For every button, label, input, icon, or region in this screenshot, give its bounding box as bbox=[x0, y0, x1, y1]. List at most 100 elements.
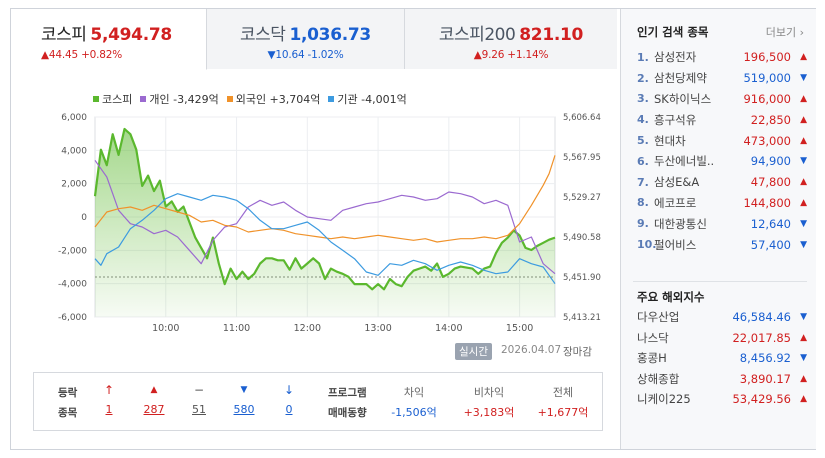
program-caption: 프로그램 bbox=[328, 387, 367, 399]
y-right-tick-label: 5,567.95 bbox=[563, 153, 601, 163]
program-non-arbitrage: 비차익 +3,183억 bbox=[456, 384, 522, 420]
program-caption: 매매동향 bbox=[328, 407, 367, 419]
index-name: 나스닥 bbox=[637, 330, 669, 345]
legend-item-individual[interactable]: 개인 -3,429억 bbox=[140, 91, 219, 107]
world-index-list: 다우산업 46,584.46 ▼ 나스닥 22,017.85 ▲ 홍콩H 8,456.92 ▼ 상… bbox=[637, 307, 807, 410]
rank-number: 5. bbox=[637, 134, 649, 148]
program-value: +1,677억 bbox=[537, 406, 589, 419]
y-left-tick-label: -2,000 bbox=[58, 246, 87, 256]
index-value: 8,456.92 bbox=[739, 351, 791, 366]
tab-kospi200[interactable]: 코스피200 821.10 ▲9.26 +1.14% bbox=[405, 9, 617, 69]
tab-kospi[interactable]: 코스피 5,494.78 ▲44.45 +0.82% bbox=[11, 9, 207, 70]
kospi-area-fill bbox=[95, 129, 555, 317]
world-index-row[interactable]: 다우산업 46,584.46 ▼ bbox=[637, 307, 807, 328]
realtime-badge: 실시간 bbox=[455, 343, 492, 360]
y-left-tick-label: 0 bbox=[81, 213, 87, 223]
legend-label: 외국인 +3,704억 bbox=[235, 93, 321, 106]
y-left-tick-label: 6,000 bbox=[61, 113, 87, 123]
rank-number: 3. bbox=[637, 92, 649, 106]
popular-stock-row[interactable]: 10. 펄어비스 57,400 ▼ bbox=[637, 234, 807, 255]
world-index-row[interactable]: 홍콩H 8,456.92 ▼ bbox=[637, 348, 807, 369]
stock-name: 두산에너빌.. bbox=[654, 154, 715, 169]
series-line-개인 bbox=[94, 159, 556, 275]
popular-stock-row[interactable]: 8. 에코프로 144,800 ▲ bbox=[637, 193, 807, 214]
index-name: 다우산업 bbox=[637, 310, 680, 325]
world-index-row[interactable]: 니케이225 53,429.56 ▲ bbox=[637, 389, 807, 410]
market-breadth-box: 등락 종목 ↑ 1 ▲ 287 − 51 ▼ 580 ↓ 0 프로그램 매매동향… bbox=[33, 372, 603, 431]
world-index-row[interactable]: 나스닥 22,017.85 ▲ bbox=[637, 328, 807, 349]
lower-limit-arrow-icon: ↓ bbox=[283, 383, 295, 397]
breadth-lower-limit[interactable]: ↓ 0 bbox=[276, 383, 302, 416]
y-left-tick-label: 2,000 bbox=[61, 180, 87, 190]
index-name: 니케이225 bbox=[637, 392, 691, 407]
legend-item-foreign[interactable]: 외국인 +3,704억 bbox=[226, 91, 321, 107]
tab-kosdaq[interactable]: 코스닥 1,036.73 ▼10.64 -1.02% bbox=[207, 9, 405, 69]
x-tick-label: 14:00 bbox=[435, 323, 462, 334]
index-value: 3,890.17 bbox=[739, 371, 791, 386]
breadth-count: 1 bbox=[105, 403, 113, 416]
tab-change: ▲44.45 +0.82% bbox=[41, 49, 123, 61]
series-line-외국인 bbox=[94, 155, 556, 243]
program-head: 전체 bbox=[552, 386, 574, 399]
stock-price: 473,000 bbox=[743, 133, 791, 148]
index-value: 46,584.46 bbox=[732, 310, 791, 325]
triangle-down-icon: ▼ bbox=[800, 312, 807, 323]
fall-triangle-icon: ▼ bbox=[240, 385, 248, 395]
triangle-up-icon: ▲ bbox=[800, 197, 807, 208]
triangle-up-icon: ▲ bbox=[800, 373, 807, 384]
breadth-fall[interactable]: ▼ 580 bbox=[231, 383, 257, 416]
breadth-caption: 등락 bbox=[58, 387, 78, 399]
rank-number: 4. bbox=[637, 113, 649, 127]
popular-stock-row[interactable]: 9. 대한광통신 12,640 ▼ bbox=[637, 213, 807, 234]
popular-stock-row[interactable]: 5. 현대차 473,000 ▲ bbox=[637, 130, 807, 151]
popular-stock-row[interactable]: 2. 삼천당제약 519,000 ▼ bbox=[637, 68, 807, 89]
legend-label: 기관 -4,001억 bbox=[337, 93, 407, 106]
stock-name: 삼성전자 bbox=[654, 50, 697, 65]
program-value: +3,183억 bbox=[463, 406, 515, 419]
breadth-upper-limit[interactable]: ↑ 1 bbox=[96, 383, 122, 416]
triangle-down-icon: ▼ bbox=[800, 73, 807, 84]
legend-item-institution[interactable]: 기관 -4,001억 bbox=[328, 91, 407, 107]
intraday-chart[interactable]: 6,000 4,000 2,000 0 -2,000 -4,000 -6,000 5,606.… bbox=[31, 109, 605, 337]
popular-stock-row[interactable]: 7. 삼성E&A 47,800 ▲ bbox=[637, 172, 807, 193]
y-right-tick-label: 5,529.27 bbox=[563, 193, 601, 203]
breadth-rise[interactable]: ▲ 287 bbox=[141, 383, 167, 416]
tab-change: ▲9.26 +1.14% bbox=[473, 49, 549, 61]
series-line-기관 bbox=[94, 193, 556, 285]
popular-stock-row[interactable]: 3. SK하이닉스 916,000 ▲ bbox=[637, 89, 807, 110]
legend-item-kospi[interactable]: 코스피 bbox=[93, 91, 132, 107]
program-value: -1,506억 bbox=[391, 406, 437, 419]
tab-value: 821.10 bbox=[519, 25, 584, 45]
program-head: 비차익 bbox=[473, 386, 505, 399]
stock-name: 삼천당제약 bbox=[654, 71, 707, 86]
breadth-flat[interactable]: − 51 bbox=[186, 383, 212, 416]
legend-swatch bbox=[93, 96, 99, 102]
sidebar-divider bbox=[633, 281, 807, 282]
rank-number: 10. bbox=[637, 238, 657, 252]
sidebar: 인기 검색 종목 더보기 › 1. 삼성전자 196,500 ▲ 2. 삼천당제약 519,… bbox=[620, 9, 816, 449]
legend-label: 개인 -3,429억 bbox=[149, 93, 219, 106]
popular-stock-row[interactable]: 1. 삼성전자 196,500 ▲ bbox=[637, 47, 807, 68]
breadth-caption: 종목 bbox=[58, 407, 78, 419]
y-left-tick-label: 4,000 bbox=[61, 146, 87, 156]
triangle-up-icon: ▲ bbox=[800, 93, 807, 104]
more-link[interactable]: 더보기 › bbox=[766, 24, 804, 40]
rank-number: 6. bbox=[637, 154, 649, 168]
popular-stock-row[interactable]: 6. 두산에너빌.. 94,900 ▼ bbox=[637, 151, 807, 172]
rise-triangle-icon: ▲ bbox=[150, 385, 158, 395]
x-tick-label: 12:00 bbox=[294, 323, 321, 334]
y-left-tick-label: -4,000 bbox=[58, 280, 87, 290]
tab-name: 코스닥 bbox=[240, 25, 286, 45]
triangle-up-icon: ▲ bbox=[800, 114, 807, 125]
index-value: 22,017.85 bbox=[732, 330, 791, 345]
world-index-row[interactable]: 상해종합 3,890.17 ▲ bbox=[637, 369, 807, 390]
legend-swatch bbox=[226, 96, 233, 102]
triangle-down-icon: ▼ bbox=[800, 218, 807, 229]
index-value: 53,429.56 bbox=[732, 392, 791, 407]
rank-number: 2. bbox=[637, 71, 649, 85]
popular-stock-row[interactable]: 4. 흥구석유 22,850 ▲ bbox=[637, 109, 807, 130]
stock-price: 196,500 bbox=[743, 50, 791, 65]
more-label: 더보기 bbox=[765, 26, 797, 39]
index-tabs: 코스피 5,494.78 ▲44.45 +0.82% 코스닥 1,036.73 ▼1… bbox=[11, 9, 617, 70]
rank-number: 1. bbox=[637, 50, 649, 64]
